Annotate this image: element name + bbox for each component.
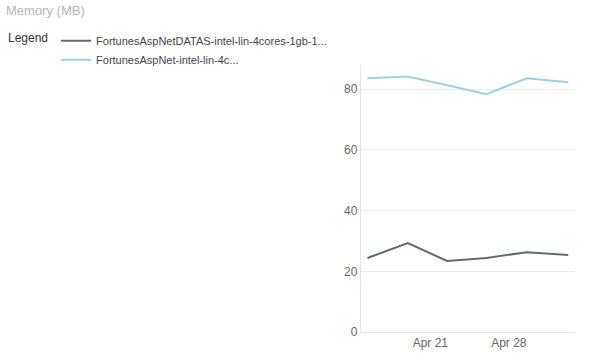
svg-text:0: 0 — [351, 325, 358, 339]
svg-text:FortunesAspNet-intel-lin-4c...: FortunesAspNet-intel-lin-4c... — [96, 54, 238, 66]
svg-text:Apr 21: Apr 21 — [413, 336, 449, 350]
svg-text:20: 20 — [344, 265, 358, 279]
svg-text:60: 60 — [344, 143, 358, 157]
svg-text:Memory (MB): Memory (MB) — [6, 3, 85, 18]
svg-text:Apr 28: Apr 28 — [491, 336, 527, 350]
svg-text:Legend: Legend — [8, 31, 48, 45]
svg-text:80: 80 — [344, 82, 358, 96]
svg-text:FortunesAspNetDATAS-intel-lin-: FortunesAspNetDATAS-intel-lin-4cores-1gb… — [96, 35, 327, 47]
svg-text:40: 40 — [344, 204, 358, 218]
